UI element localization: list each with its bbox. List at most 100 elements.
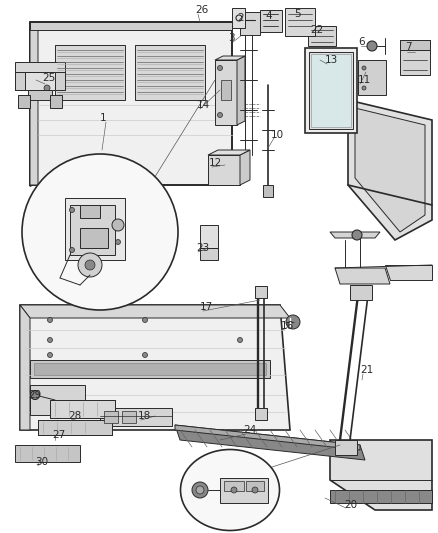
Text: 27: 27 — [52, 430, 65, 440]
Polygon shape — [240, 150, 250, 185]
Bar — [55, 45, 125, 100]
Circle shape — [367, 41, 377, 51]
Text: 21: 21 — [360, 365, 373, 375]
Polygon shape — [348, 100, 432, 240]
Text: 22: 22 — [310, 25, 323, 35]
Circle shape — [192, 482, 208, 498]
Polygon shape — [232, 8, 245, 28]
Text: 7: 7 — [405, 42, 412, 52]
Bar — [308, 26, 336, 46]
Bar — [246, 481, 264, 491]
Bar — [263, 185, 273, 197]
Circle shape — [362, 66, 366, 70]
Text: 23: 23 — [196, 243, 209, 253]
Polygon shape — [385, 265, 432, 280]
Polygon shape — [215, 60, 237, 125]
Bar — [122, 411, 136, 423]
Polygon shape — [330, 232, 380, 238]
Bar — [400, 40, 430, 75]
Circle shape — [218, 112, 223, 117]
Bar — [309, 52, 353, 129]
Polygon shape — [50, 95, 62, 108]
Circle shape — [362, 86, 366, 90]
Bar — [221, 80, 231, 100]
Polygon shape — [240, 12, 260, 35]
Bar — [335, 440, 357, 455]
Polygon shape — [28, 90, 52, 100]
Text: 25: 25 — [42, 73, 55, 83]
Bar — [38, 420, 112, 435]
Bar — [311, 54, 351, 127]
Polygon shape — [215, 56, 245, 60]
Text: 26: 26 — [195, 5, 208, 15]
Bar — [350, 285, 372, 300]
Text: 29: 29 — [28, 390, 41, 400]
Text: 30: 30 — [35, 457, 48, 467]
Polygon shape — [15, 445, 80, 462]
Polygon shape — [330, 440, 432, 510]
Text: 11: 11 — [358, 75, 371, 85]
Bar — [104, 411, 118, 423]
Circle shape — [252, 487, 258, 493]
Polygon shape — [15, 72, 65, 90]
Text: 16: 16 — [281, 321, 294, 331]
Circle shape — [218, 66, 223, 70]
Circle shape — [142, 318, 148, 322]
Polygon shape — [175, 425, 360, 450]
Polygon shape — [237, 56, 245, 125]
Bar — [50, 400, 115, 418]
Circle shape — [286, 315, 300, 329]
Polygon shape — [15, 62, 65, 72]
Polygon shape — [208, 150, 250, 155]
Polygon shape — [30, 22, 232, 30]
Text: 18: 18 — [138, 411, 151, 421]
Circle shape — [31, 391, 39, 400]
Polygon shape — [30, 22, 38, 185]
Polygon shape — [38, 420, 112, 435]
Circle shape — [352, 230, 362, 240]
Polygon shape — [55, 72, 65, 90]
Text: 28: 28 — [68, 411, 81, 421]
Circle shape — [44, 85, 50, 91]
Polygon shape — [65, 198, 125, 260]
Circle shape — [142, 352, 148, 358]
Circle shape — [47, 337, 53, 343]
Circle shape — [47, 318, 53, 322]
Polygon shape — [330, 490, 432, 503]
Polygon shape — [18, 95, 30, 108]
Bar — [100, 408, 172, 426]
Polygon shape — [50, 400, 115, 418]
Bar — [358, 60, 386, 95]
Polygon shape — [20, 305, 30, 430]
Text: 15: 15 — [52, 202, 65, 212]
Polygon shape — [15, 72, 25, 90]
Bar — [285, 8, 315, 36]
Circle shape — [78, 253, 102, 277]
Polygon shape — [20, 305, 290, 318]
Text: 12: 12 — [209, 158, 222, 168]
Polygon shape — [355, 108, 425, 232]
Circle shape — [231, 487, 237, 493]
Polygon shape — [400, 40, 430, 50]
Circle shape — [22, 154, 178, 310]
Polygon shape — [175, 425, 365, 460]
Circle shape — [47, 352, 53, 358]
Polygon shape — [80, 205, 100, 218]
Circle shape — [237, 337, 243, 343]
Text: 2: 2 — [237, 13, 244, 23]
Polygon shape — [208, 155, 240, 185]
Bar — [260, 10, 282, 32]
Polygon shape — [70, 205, 115, 255]
Polygon shape — [200, 225, 218, 248]
Bar — [255, 286, 267, 298]
Polygon shape — [80, 228, 108, 248]
Bar — [305, 48, 357, 133]
Circle shape — [70, 247, 74, 253]
Circle shape — [70, 207, 74, 213]
Bar — [135, 45, 205, 100]
Text: 5: 5 — [294, 9, 300, 19]
Bar — [220, 478, 268, 503]
Circle shape — [116, 239, 120, 245]
Bar — [30, 385, 85, 415]
Circle shape — [85, 260, 95, 270]
